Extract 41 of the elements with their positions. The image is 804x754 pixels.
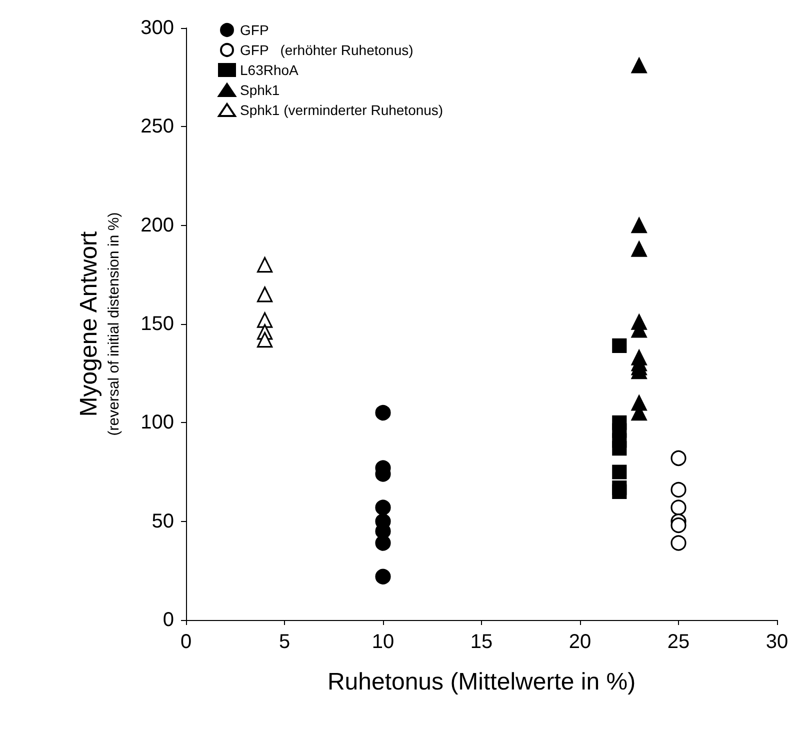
- point: [375, 568, 391, 584]
- point: [257, 332, 273, 348]
- y-tick-label: 250: [140, 116, 174, 138]
- point: [257, 312, 273, 328]
- x-tick-label: 0: [180, 631, 192, 653]
- point: [631, 241, 647, 257]
- y-tick-label: 200: [140, 214, 174, 236]
- point: [257, 286, 273, 302]
- legend-label: L63RhoA: [240, 62, 300, 78]
- point: [670, 500, 686, 516]
- point: [612, 464, 627, 480]
- y-tick-label: 0: [162, 609, 174, 631]
- x-axis-title: Ruhetonus (Mittelwerte in %): [327, 668, 636, 696]
- point: [631, 218, 647, 234]
- y-tick-label: 300: [140, 17, 174, 39]
- y-tick-label: 100: [140, 412, 174, 434]
- legend-label: Sphk1 (verminderter Ruhetonus): [240, 102, 444, 118]
- point: [670, 517, 686, 534]
- x-tick-label: 25: [667, 631, 690, 653]
- point: [631, 58, 647, 74]
- x-tick-label: 30: [766, 631, 788, 653]
- x-tick-label: 10: [372, 631, 394, 653]
- point: [670, 482, 686, 498]
- point: [612, 484, 627, 500]
- x-tick-label: 5: [278, 631, 290, 653]
- point: [375, 535, 391, 551]
- point: [670, 450, 686, 466]
- legend-label: GFP (erhöhter Ruhetonus): [240, 42, 414, 58]
- legend-label: Sphk1: [240, 82, 280, 98]
- point: [375, 500, 391, 516]
- point: [612, 338, 627, 354]
- point: [375, 405, 391, 421]
- point: [257, 257, 273, 273]
- x-tick-label: 15: [470, 631, 493, 653]
- point: [670, 535, 686, 551]
- y-axis-title: Myogene Antwort (reversal of initial distension in %): [76, 212, 122, 436]
- x-tick-label: 20: [568, 631, 592, 653]
- y-tick-label: 50: [152, 510, 174, 532]
- point: [612, 441, 627, 456]
- y-tick-label: 150: [140, 313, 174, 335]
- legend-label: GFP: [240, 22, 269, 38]
